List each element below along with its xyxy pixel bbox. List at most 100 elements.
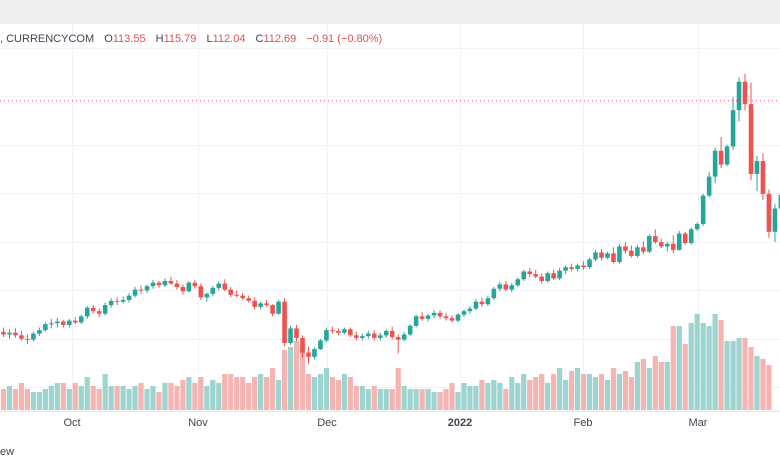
time-axis-labels: Oct Nov Dec 2022 Feb Mar <box>63 417 707 429</box>
candle-body <box>204 293 210 298</box>
candle <box>180 284 186 295</box>
candle <box>1 327 6 338</box>
candle <box>760 153 766 200</box>
candle-body <box>676 233 682 250</box>
volume-bar <box>270 368 276 410</box>
candle-body <box>724 146 730 165</box>
volume-bar <box>569 371 575 410</box>
candle <box>19 331 24 341</box>
volume-bar <box>48 386 54 410</box>
candle-body <box>545 273 550 281</box>
candle <box>342 327 347 335</box>
candle-body <box>240 295 245 299</box>
candle <box>312 347 317 360</box>
candle <box>467 305 473 314</box>
candle <box>772 204 778 243</box>
candle-body <box>383 331 389 336</box>
candle <box>413 314 419 328</box>
volume-bar <box>341 374 347 410</box>
candle <box>72 317 78 325</box>
candle <box>336 328 341 336</box>
volume-bar <box>329 377 335 410</box>
volume-bar <box>634 362 640 410</box>
candle <box>84 305 90 319</box>
volume-bar <box>180 380 186 410</box>
candle-body <box>479 301 485 305</box>
candle-body <box>234 294 240 296</box>
candle <box>120 296 126 304</box>
candle <box>78 314 84 325</box>
candle <box>449 315 455 323</box>
top-toolbar-strip <box>0 0 780 24</box>
volume-bar <box>299 344 306 410</box>
candle-body <box>354 335 359 338</box>
candle-body <box>647 236 652 252</box>
candle-body <box>37 330 42 334</box>
volume-bar <box>60 383 66 410</box>
candle <box>360 333 365 341</box>
candle-body <box>342 329 347 333</box>
volume-bar <box>479 380 485 410</box>
candle-body <box>1 331 6 335</box>
candle-body <box>336 331 341 333</box>
volume-bar <box>748 347 754 410</box>
candle-body <box>664 243 670 247</box>
close-value: 112.69 <box>263 33 297 45</box>
candle <box>485 295 491 306</box>
candle-body <box>455 314 461 321</box>
volume-bar <box>174 386 180 410</box>
candle <box>240 293 245 300</box>
volume-bar <box>168 383 174 410</box>
candle <box>55 318 60 328</box>
volume-bar <box>287 347 294 410</box>
candle <box>162 278 168 288</box>
candle <box>401 331 407 342</box>
candle-body <box>174 283 180 288</box>
candle-body <box>138 289 144 291</box>
candle-body <box>13 332 18 336</box>
volume-bar <box>598 374 605 410</box>
candle <box>641 241 646 255</box>
candle <box>635 244 640 258</box>
candle <box>270 304 275 317</box>
candle-body <box>730 110 736 147</box>
volume-bar <box>670 326 676 410</box>
candle-body <box>282 301 287 344</box>
volume-bar <box>186 377 192 410</box>
candle <box>354 331 359 341</box>
candle-body <box>509 285 515 290</box>
candle <box>754 155 760 192</box>
volume-bar <box>718 320 724 410</box>
candle-body <box>491 288 497 299</box>
volume-bar <box>706 326 712 410</box>
volume-bar <box>503 389 509 410</box>
candle-body <box>527 271 533 275</box>
volume-bar <box>293 341 300 410</box>
candle <box>587 257 592 269</box>
candle <box>25 334 30 344</box>
volume-bar <box>258 374 264 410</box>
volume-bar <box>24 389 31 410</box>
volume-bar <box>700 323 706 410</box>
candle-body <box>419 316 425 319</box>
candle-body <box>90 307 96 312</box>
candle-body <box>300 337 305 353</box>
candle <box>461 309 467 318</box>
volume-bar <box>527 380 533 410</box>
candle-body <box>718 150 724 165</box>
candle-body <box>688 229 694 244</box>
volume-bar <box>281 350 288 410</box>
candle <box>252 297 257 310</box>
candle <box>664 242 670 252</box>
volume-bar <box>66 389 72 410</box>
low-label: L <box>206 33 213 45</box>
candle <box>473 299 479 311</box>
candle <box>156 280 162 288</box>
candle-body <box>84 307 90 317</box>
candle <box>545 271 550 283</box>
candle <box>706 172 712 198</box>
candle <box>186 280 192 293</box>
candle <box>611 247 616 264</box>
time-axis-label: Feb <box>574 417 593 429</box>
